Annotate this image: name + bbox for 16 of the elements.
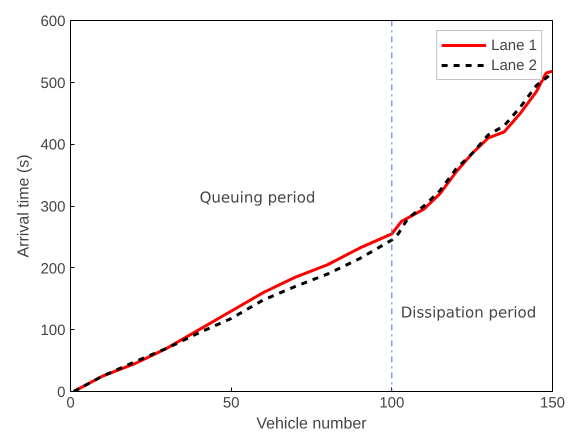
y-tick-label: 0 bbox=[57, 384, 66, 401]
legend-label: Lane 2 bbox=[491, 56, 537, 74]
y-axis-title: Arrival time (s) bbox=[15, 154, 32, 258]
x-tick-label: 150 bbox=[540, 394, 566, 412]
legend-label: Lane 1 bbox=[491, 36, 537, 54]
x-tick-label: 50 bbox=[222, 394, 240, 412]
x-axis-title: Vehicle number bbox=[256, 416, 368, 432]
annotation: Dissipation period bbox=[400, 304, 536, 322]
y-tick-label: 500 bbox=[40, 74, 66, 92]
y-tick-label: 400 bbox=[40, 136, 66, 154]
y-tick-label: 200 bbox=[40, 260, 66, 278]
y-tick-label: 300 bbox=[40, 198, 66, 216]
y-tick-label: 100 bbox=[40, 322, 66, 340]
x-tick-label: 100 bbox=[379, 394, 404, 412]
y-tick-label: 600 bbox=[40, 13, 66, 30]
annotation: Queuing period bbox=[200, 188, 316, 206]
